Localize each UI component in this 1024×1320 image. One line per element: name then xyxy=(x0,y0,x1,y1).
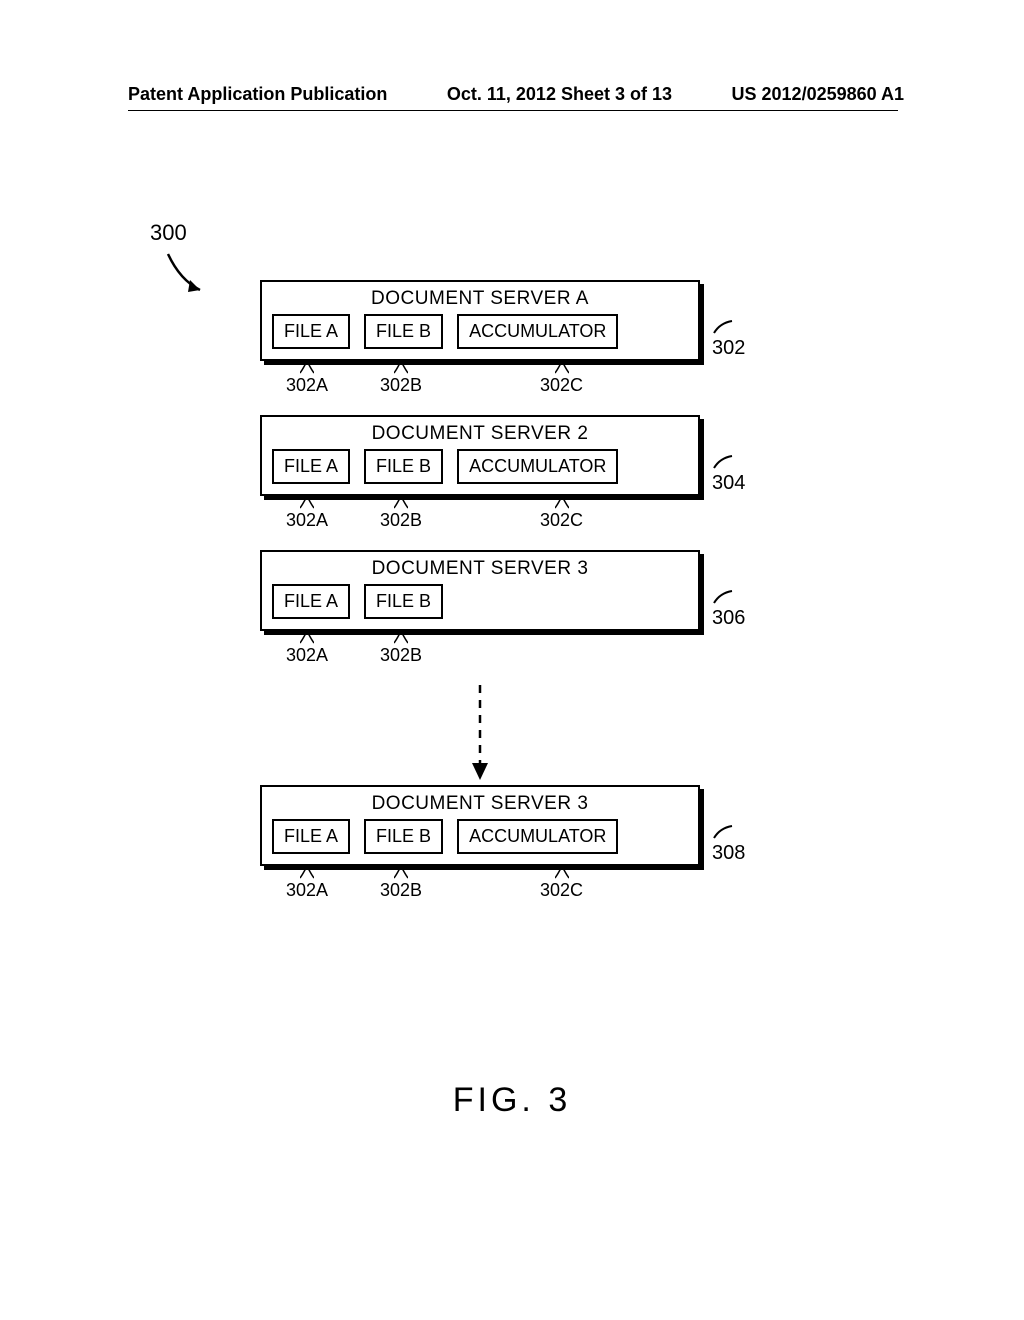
accumulator-chip: ACCUMULATOR xyxy=(457,449,618,484)
server-title: DOCUMENT SERVER 2 xyxy=(262,417,698,449)
file-chip: FILE B xyxy=(364,584,443,619)
server-box: DOCUMENT SERVER 2 FILE A FILE B ACCUMULA… xyxy=(260,415,700,496)
header-right: US 2012/0259860 A1 xyxy=(732,84,904,105)
server-inner: FILE A FILE B ACCUMULATOR xyxy=(262,819,698,864)
item-ref: 302C xyxy=(540,880,583,901)
diagram-area: DOCUMENT SERVER A FILE A FILE B ACCUMULA… xyxy=(260,280,740,920)
side-reference: 306 xyxy=(712,584,745,630)
item-ref: 302B xyxy=(380,645,422,666)
item-ref: 302A xyxy=(286,645,328,666)
side-reference: 304 xyxy=(712,449,745,495)
page-header: Patent Application Publication Oct. 11, … xyxy=(0,84,1024,105)
item-ref: 302A xyxy=(286,375,328,396)
item-ref: 302B xyxy=(380,510,422,531)
item-ref: 302A xyxy=(286,510,328,531)
server-title: DOCUMENT SERVER 3 xyxy=(262,552,698,584)
figure-caption: FIG. 3 xyxy=(0,1081,1024,1120)
server-block-3a: DOCUMENT SERVER 3 FILE A FILE B 306 302A… xyxy=(260,550,740,669)
accumulator-chip: ACCUMULATOR xyxy=(457,819,618,854)
side-ref-text: 304 xyxy=(712,472,745,494)
row-labels: 302A 302B 302C xyxy=(260,868,700,904)
file-chip: FILE B xyxy=(364,819,443,854)
side-ref-text: 308 xyxy=(712,842,745,864)
side-ref-text: 302 xyxy=(712,337,745,359)
file-chip: FILE A xyxy=(272,584,350,619)
server-block-3b: DOCUMENT SERVER 3 FILE A FILE B ACCUMULA… xyxy=(260,785,740,904)
server-block-a: DOCUMENT SERVER A FILE A FILE B ACCUMULA… xyxy=(260,280,740,399)
side-reference: 308 xyxy=(712,819,745,865)
header-center: Oct. 11, 2012 Sheet 3 of 13 xyxy=(447,84,672,105)
server-inner: FILE A FILE B xyxy=(262,584,698,629)
item-ref: 302C xyxy=(540,510,583,531)
row-labels: 302A 302B xyxy=(260,633,700,669)
side-ref-text: 306 xyxy=(712,607,745,629)
accumulator-chip: ACCUMULATOR xyxy=(457,314,618,349)
file-chip: FILE B xyxy=(364,449,443,484)
row-labels: 302A 302B 302C xyxy=(260,363,700,399)
server-box: DOCUMENT SERVER 3 FILE A FILE B xyxy=(260,550,700,631)
server-box: DOCUMENT SERVER 3 FILE A FILE B ACCUMULA… xyxy=(260,785,700,866)
server-inner: FILE A FILE B ACCUMULATOR xyxy=(262,314,698,359)
item-ref: 302B xyxy=(380,375,422,396)
row-labels: 302A 302B 302C xyxy=(260,498,700,534)
server-box: DOCUMENT SERVER A FILE A FILE B ACCUMULA… xyxy=(260,280,700,361)
file-chip: FILE A xyxy=(272,449,350,484)
header-left: Patent Application Publication xyxy=(128,84,387,105)
reference-300-arrow xyxy=(160,250,220,305)
server-inner: FILE A FILE B ACCUMULATOR xyxy=(262,449,698,494)
item-ref: 302A xyxy=(286,880,328,901)
server-block-2: DOCUMENT SERVER 2 FILE A FILE B ACCUMULA… xyxy=(260,415,740,534)
dashed-arrow-down xyxy=(260,685,700,785)
file-chip: FILE B xyxy=(364,314,443,349)
file-chip: FILE A xyxy=(272,314,350,349)
patent-page: Patent Application Publication Oct. 11, … xyxy=(0,0,1024,1320)
file-chip: FILE A xyxy=(272,819,350,854)
item-ref: 302C xyxy=(540,375,583,396)
server-title: DOCUMENT SERVER A xyxy=(262,282,698,314)
side-reference: 302 xyxy=(712,314,745,360)
header-underline xyxy=(128,110,898,111)
server-title: DOCUMENT SERVER 3 xyxy=(262,787,698,819)
item-ref: 302B xyxy=(380,880,422,901)
reference-300-label: 300 xyxy=(150,220,187,246)
